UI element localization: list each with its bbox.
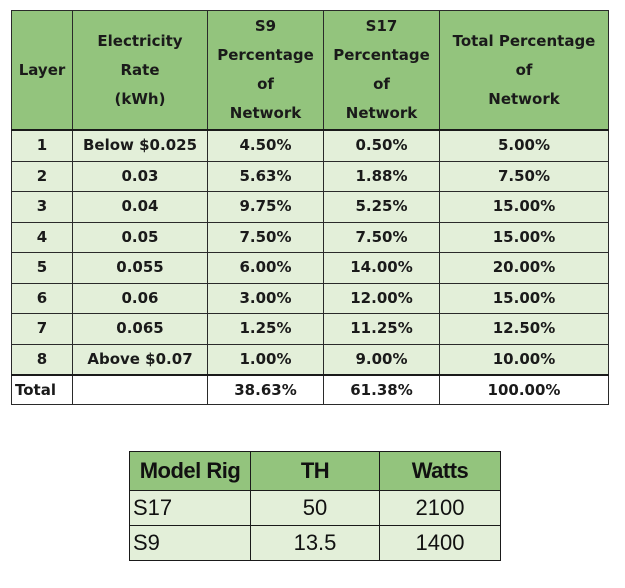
header-s9-line: S9 [254,17,277,35]
cell-s17: 0.50% [323,129,440,162]
header-rate-line: Electricity [97,31,183,50]
table-row: S17 50 2100 [129,490,501,526]
cell-rate: 0.04 [72,191,208,223]
cell-model: S9 [129,525,251,561]
cell-rate: 0.06 [72,282,208,314]
cell-s17: 7.50% [323,221,440,253]
cell-s9: 1.25% [207,313,324,345]
cell-s17: 5.25% [323,191,440,223]
header-s17-line: of [373,75,390,93]
cell-s17: 14.00% [323,252,440,284]
cell-rate [72,374,208,405]
cell-s17: 11.25% [323,313,440,345]
cell-layer: 4 [11,221,73,253]
cell-rate: 0.055 [72,252,208,284]
header-total-line: Network [488,89,560,108]
cell-watts: 2100 [379,490,501,526]
header-layer: Layer [11,10,73,131]
cell-s17: 12.00% [323,282,440,314]
header-s17-line: Network [345,104,418,122]
model-rig-table: Model Rig TH Watts S17 50 2100 S9 13.5 1… [129,451,501,561]
cell-layer: 7 [11,313,73,345]
table-row: 2 0.03 5.63% 1.88% 7.50% [11,160,609,192]
cell-s9: 7.50% [207,221,324,253]
table-row: 3 0.04 9.75% 5.25% 15.00% [11,191,609,223]
header-total-line: of [515,60,533,79]
cell-rate: Above $0.07 [72,343,208,376]
cell-total: 10.00% [439,343,609,376]
cell-s17: 9.00% [323,343,440,376]
header-s17-line: S17 [365,17,398,35]
cell-total: 7.50% [439,160,609,192]
table-row: 1 Below $0.025 4.50% 0.50% 5.00% [11,129,609,162]
header-watts: Watts [379,451,501,491]
header-s17-percentage: S17 Percentage of Network [323,10,440,131]
header-s9-line: Network [229,104,302,122]
cell-s9: 3.00% [207,282,324,314]
cell-total: 15.00% [439,221,609,253]
cell-total: 5.00% [439,129,609,162]
table-row: 4 0.05 7.50% 7.50% 15.00% [11,221,609,253]
cell-th: 13.5 [250,525,380,561]
header-total-percentage: Total Percentage of Network [439,10,609,131]
table-row: 5 0.055 6.00% 14.00% 20.00% [11,252,609,284]
table-row: 8 Above $0.07 1.00% 9.00% 10.00% [11,343,609,376]
rig-header-row: Model Rig TH Watts [129,451,501,491]
cell-rate: Below $0.025 [72,129,208,162]
cell-total: 15.00% [439,191,609,223]
header-s9-percentage: S9 Percentage of Network [207,10,324,131]
table-row: 6 0.06 3.00% 12.00% 15.00% [11,282,609,314]
header-total-line: Total Percentage [452,31,596,50]
cell-s9: 1.00% [207,343,324,376]
cell-s17: 1.88% [323,160,440,192]
cell-total-label: Total [11,374,73,405]
cell-model: S17 [129,490,251,526]
cell-rate: 0.05 [72,221,208,253]
cell-layer: 1 [11,129,73,162]
cell-watts: 1400 [379,525,501,561]
header-s9-line: Percentage [217,46,314,64]
cell-layer: 5 [11,252,73,284]
header-s17-line: Percentage [333,46,430,64]
header-s9-line: of [257,75,274,93]
network-percentage-table: Layer Electricity Rate (kWh) S9 Percenta… [11,10,609,405]
header-electricity-rate: Electricity Rate (kWh) [72,10,208,131]
cell-s9: 4.50% [207,129,324,162]
cell-rate: 0.03 [72,160,208,192]
cell-total: 15.00% [439,282,609,314]
cell-s9-total: 38.63% [207,374,324,405]
header-layer-label: Layer [18,60,66,79]
table-row: 7 0.065 1.25% 11.25% 12.50% [11,313,609,345]
cell-grand-total: 100.00% [439,374,609,405]
header-rate-line: (kWh) [114,89,166,108]
cell-s9: 5.63% [207,160,324,192]
cell-rate: 0.065 [72,313,208,345]
cell-layer: 6 [11,282,73,314]
table-header-row: Layer Electricity Rate (kWh) S9 Percenta… [11,10,609,131]
cell-s9: 6.00% [207,252,324,284]
cell-layer: 3 [11,191,73,223]
table-total-row: Total 38.63% 61.38% 100.00% [11,374,609,405]
cell-th: 50 [250,490,380,526]
cell-s9: 9.75% [207,191,324,223]
cell-total: 12.50% [439,313,609,345]
cell-total: 20.00% [439,252,609,284]
header-rate-line: Rate [120,60,160,79]
header-model-rig: Model Rig [129,451,251,491]
header-th: TH [250,451,380,491]
cell-s17-total: 61.38% [323,374,440,405]
table-row: S9 13.5 1400 [129,525,501,561]
cell-layer: 2 [11,160,73,192]
cell-layer: 8 [11,343,73,376]
